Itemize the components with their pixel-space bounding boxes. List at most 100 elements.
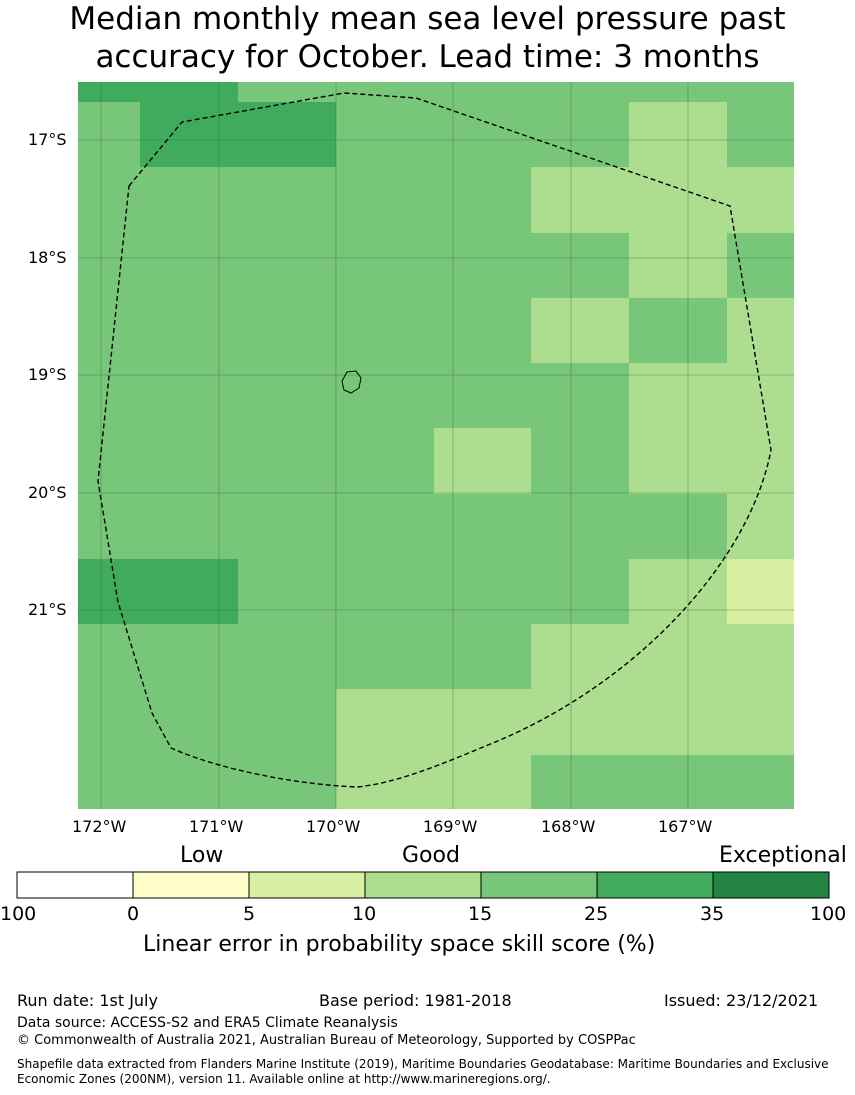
- grid-cell: [238, 363, 336, 428]
- grid-cell: [727, 494, 794, 559]
- grid-cell: [727, 233, 794, 298]
- colorbar-swatch: [364, 871, 482, 899]
- grid-cell: [531, 624, 629, 689]
- grid-cell: [629, 167, 727, 233]
- category-exceptional: Exceptional: [719, 843, 847, 868]
- colorbar-label: Linear error in probability space skill …: [143, 932, 656, 957]
- lon-label-168w: 168°W: [541, 817, 596, 836]
- grid-cell: [78, 494, 238, 559]
- colorbar: [16, 871, 830, 899]
- grid-cell: [336, 233, 434, 298]
- grid-cell: [434, 167, 531, 233]
- graticule: [78, 82, 794, 809]
- grid-cell: [238, 689, 336, 755]
- cb-tick-5: 25: [584, 903, 609, 925]
- lat-label-19s: 19°S: [28, 365, 67, 384]
- grid-cell: [434, 428, 531, 494]
- grid-cell: [727, 624, 794, 689]
- grid-cell: [727, 167, 794, 233]
- grid-cell: [434, 559, 531, 624]
- grid-cell: [434, 233, 531, 298]
- grid-cell: [238, 624, 336, 689]
- grid-cell: [727, 102, 794, 167]
- grid-cell: [434, 363, 531, 428]
- lat-label-17s: 17°S: [28, 130, 67, 149]
- grid-cell: [336, 624, 434, 689]
- grid-cell: [531, 102, 629, 167]
- cb-tick-3: 10: [352, 903, 377, 925]
- grid-cell: [336, 102, 434, 167]
- category-low: Low: [180, 843, 224, 868]
- cb-tick-4: 15: [468, 903, 493, 925]
- grid-cell: [727, 559, 794, 624]
- lon-label-169w: 169°W: [423, 817, 478, 836]
- lon-label-172w: 172°W: [72, 817, 127, 836]
- category-good: Good: [402, 843, 460, 868]
- grid-cell: [531, 494, 629, 559]
- copyright: © Commonwealth of Australia 2021, Austra…: [17, 1033, 636, 1048]
- grid-cell: [629, 689, 727, 755]
- eez-boundary: [97, 92, 772, 788]
- skill-grid: [78, 82, 794, 809]
- grid-cell: [238, 428, 336, 494]
- grid-cell: [78, 689, 238, 755]
- colorbar-swatch: [712, 871, 830, 899]
- title-line-2: accuracy for October. Lead time: 3 month…: [95, 39, 760, 75]
- grid-cell: [434, 624, 531, 689]
- grid-cell: [238, 167, 336, 233]
- niue-island: [341, 370, 362, 394]
- grid-cell: [238, 82, 794, 102]
- grid-cell: [78, 233, 238, 298]
- grid-cell: [238, 494, 336, 559]
- grid-cell: [531, 428, 629, 494]
- cb-tick-6: 35: [700, 903, 725, 925]
- grid-cell: [727, 428, 794, 494]
- grid-cell: [78, 102, 140, 167]
- grid-cell: [531, 559, 629, 624]
- grid-cell: [336, 755, 531, 809]
- data-source: Data source: ACCESS-S2 and ERA5 Climate …: [17, 1015, 398, 1031]
- colorbar-swatch: [596, 871, 714, 899]
- grid-cell: [78, 82, 238, 102]
- grid-cell: [336, 167, 434, 233]
- grid-cell: [531, 233, 629, 298]
- cb-tick-1: 0: [127, 903, 140, 925]
- chart-title: Median monthly mean sea level pressure p…: [0, 0, 855, 76]
- grid-cell: [629, 298, 727, 363]
- grid-cell: [78, 755, 336, 809]
- lon-label-167w: 167°W: [658, 817, 713, 836]
- grid-cell: [78, 428, 238, 494]
- lon-label-171w: 171°W: [189, 817, 244, 836]
- lon-label-170w: 170°W: [306, 817, 361, 836]
- grid-cell: [629, 624, 727, 689]
- cb-tick-7: 100: [810, 903, 847, 925]
- grid-cell: [727, 298, 794, 363]
- grid-cell: [629, 363, 727, 428]
- base-period: Base period: 1981-2018: [319, 991, 512, 1010]
- grid-cell: [78, 559, 238, 624]
- grid-cell: [434, 689, 531, 755]
- colorbar-swatch: [480, 871, 598, 899]
- grid-cell: [434, 298, 531, 363]
- grid-cell: [78, 167, 238, 233]
- grid-cell: [238, 298, 336, 363]
- colorbar-swatch: [132, 871, 250, 899]
- grid-cell: [434, 494, 531, 559]
- shapefile-credit: Shapefile data extracted from Flanders M…: [17, 1057, 829, 1086]
- grid-cell: [629, 233, 727, 298]
- grid-cell: [629, 428, 727, 494]
- grid-cell: [140, 102, 336, 167]
- colorbar-swatch: [248, 871, 366, 899]
- grid-cell: [336, 363, 434, 428]
- grid-cell: [238, 233, 336, 298]
- issued-date: Issued: 23/12/2021: [664, 991, 819, 1010]
- grid-cell: [629, 102, 727, 167]
- grid-cell: [629, 559, 727, 624]
- grid-cell: [531, 363, 629, 428]
- lat-label-21s: 21°S: [28, 600, 67, 619]
- grid-cell: [727, 689, 794, 755]
- grid-cell: [336, 428, 434, 494]
- lat-label-18s: 18°S: [28, 248, 67, 267]
- grid-cell: [531, 689, 629, 755]
